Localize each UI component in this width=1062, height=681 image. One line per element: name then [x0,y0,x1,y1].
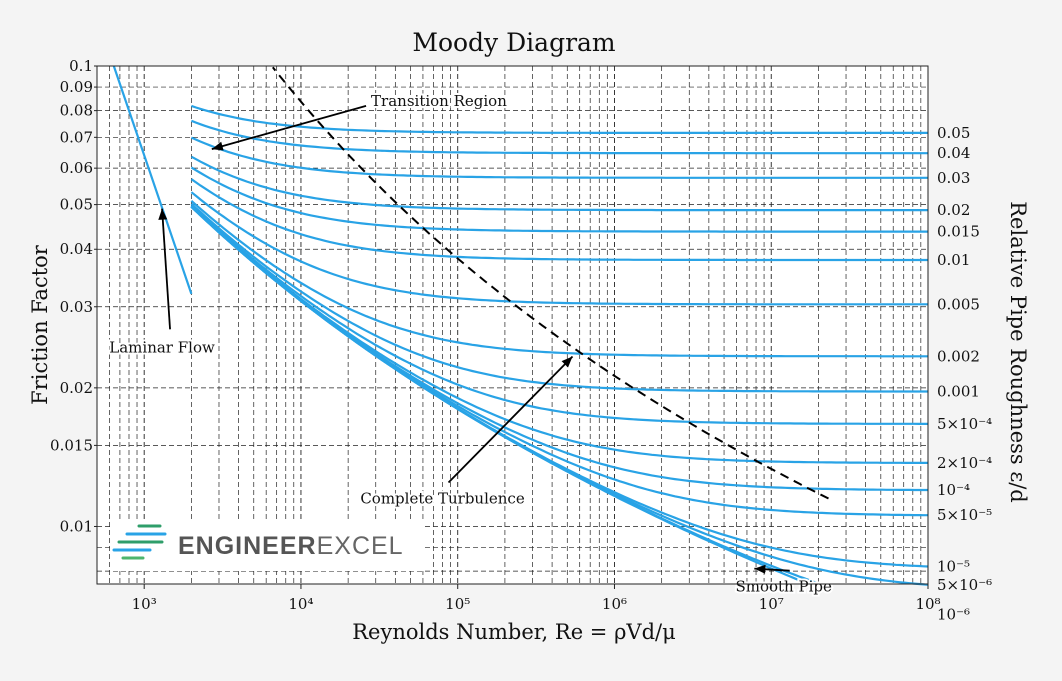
roughness-label: 10⁻⁶ [937,606,970,624]
roughness-label: 10⁻⁴ [937,481,970,499]
roughness-curves [112,65,929,586]
annotation-arrow-head [561,356,573,368]
annotation-label: Transition Region [371,92,507,110]
roughness-curve [190,166,928,233]
y-tick-label: 0.06 [60,159,93,177]
x-tick-label: 10⁵ [445,595,470,613]
roughness-curve [191,104,928,134]
logo-text-light: EXCEL [317,532,404,560]
roughness-label: 0.002 [937,347,980,365]
y-tick-label: 0.1 [69,57,93,75]
roughness-label: 10⁻⁵ [937,557,970,575]
laminar-flow-line [112,65,193,295]
roughness-curve [190,204,928,425]
y-tick-label: 0.01 [60,517,93,535]
roughness-label: 5×10⁻⁴ [937,415,992,433]
x-axis-label: Reynolds Number, Re = ρVd/μ [352,620,676,644]
roughness-label: 0.02 [937,201,970,219]
x-tick-label: 10⁸ [915,595,940,613]
annotations: Transition Region Laminar Flow Complete Tu… [107,90,834,598]
complete-turbulence-line [272,66,829,500]
roughness-label: 0.01 [937,251,970,269]
annotation-arrow-line [447,355,574,484]
y-tick-label: 0.05 [60,196,93,214]
annotation-arrow-head [211,141,224,151]
roughness-label: 5×10⁻⁶ [937,576,992,594]
y-tick-label: 0.08 [60,102,93,120]
roughness-label: 2×10⁻⁴ [937,454,992,472]
roughness-curve [190,178,928,262]
x-tick-label: 10⁴ [288,595,313,613]
roughness-label: 0.015 [937,223,980,241]
roughness-curve [190,191,928,306]
x-tick-label: 10⁷ [759,595,784,613]
roughness-label: 0.05 [937,124,970,142]
roughness-label: 0.04 [937,144,970,162]
y-tick-label: 0.015 [50,436,93,454]
engineer-excel-logo: ENGINEEREXCEL [110,521,424,571]
roughness-label: 0.03 [937,169,970,187]
chart-title: Moody Diagram [412,28,616,57]
roughness-curve [190,202,928,393]
x-tick-label: 10⁶ [602,595,627,613]
roughness-curve [190,119,928,155]
secondary-y-axis-label: Relative Pipe Roughness ε/d [1006,201,1030,503]
roughness-label: 0.005 [937,295,980,313]
y-axis-label: Friction Factor [28,244,52,405]
y-tick-label: 0.09 [60,78,93,96]
roughness-curve [190,155,928,212]
y-tick-label: 0.04 [60,240,93,258]
y-tick-label: 0.07 [60,128,93,146]
roughness-label: 5×10⁻⁵ [937,506,992,524]
annotation-arrow-line [211,105,367,150]
roughness-curve [190,136,928,179]
annotation-label: Laminar Flow [109,338,215,356]
annotation-label: Smooth Pipe [735,578,832,596]
annotation-arrow-line [161,208,171,330]
annotation-label: Complete Turbulence [360,490,525,508]
roughness-label: 0.001 [937,383,980,401]
axis-ticks: 10³ 10⁴ 10⁵ 10⁶ 10⁷ 10⁸ 0.1 0.09 0.08 0.07 0.06 0.0… [50,57,992,624]
logo-text: ENGINEEREXCEL [178,532,404,560]
x-tick-label: 10³ [132,595,157,613]
y-tick-label: 0.03 [60,298,93,316]
annotation-arrow-head [158,208,168,220]
roughness-curve [190,199,928,358]
logo-background [110,521,424,571]
plot-frame [96,65,929,585]
logo-text-bold: ENGINEER [178,532,317,560]
roughness-curve [190,206,809,586]
annotation-arrow-head [754,564,766,574]
y-tick-label: 0.02 [60,379,93,397]
